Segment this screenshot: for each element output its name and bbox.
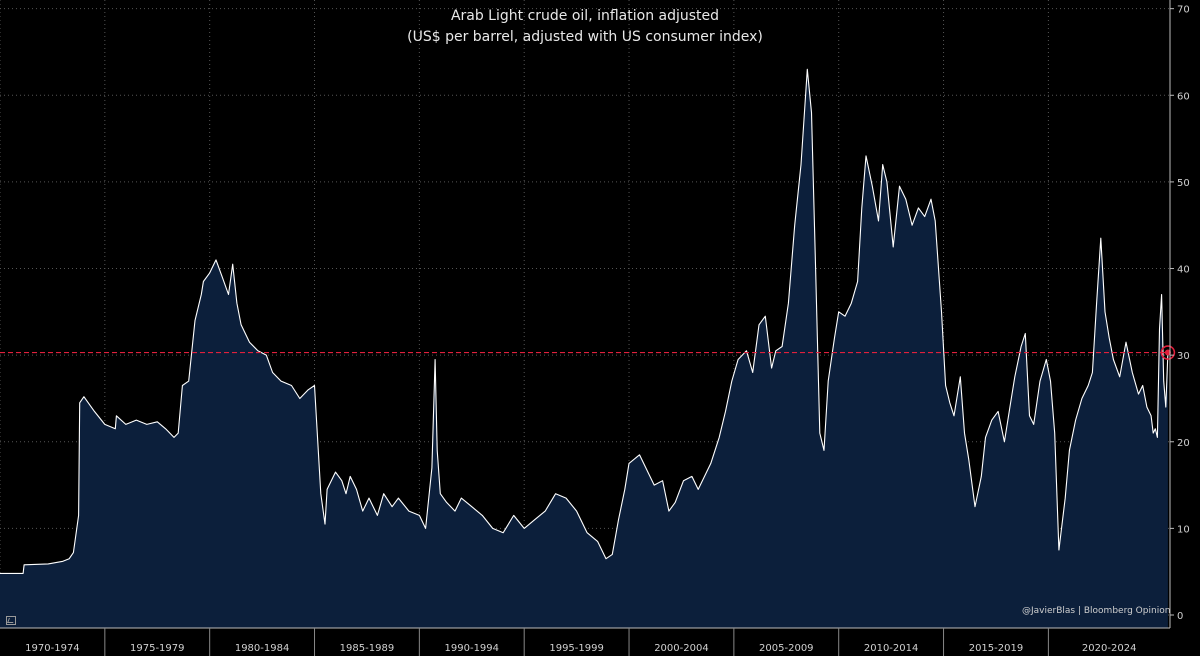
reference-line-layer <box>0 345 1176 360</box>
y-tick-label-50: 50 <box>1177 178 1190 189</box>
x-tick-label-1985-1989: 1985-1989 <box>340 643 395 654</box>
chart-subtitle: (US$ per barrel, adjusted with US consum… <box>407 29 763 45</box>
x-axis-tick-labels: 1970-1974 1975-1979 1980-1984 1985-1989 1990… <box>25 643 1136 654</box>
x-tick-label-2020-2024: 2020-2024 <box>1082 643 1137 654</box>
x-tick-label-1990-1994: 1990-1994 <box>445 643 500 654</box>
gridlines <box>0 0 1170 628</box>
price-area-fill <box>0 69 1168 629</box>
y-tick-label-40: 40 <box>1177 265 1190 276</box>
x-tick-label-2010-2014: 2010-2014 <box>864 643 919 654</box>
x-tick-label-2000-2004: 2000-2004 <box>654 643 709 654</box>
last-value-marker-ring <box>1160 345 1176 360</box>
y-tick-label-10: 10 <box>1177 524 1190 535</box>
chart-title-block: Arab Light crude oil, inflation adjusted… <box>0 6 1170 48</box>
chart-title: Arab Light crude oil, inflation adjusted <box>450 8 720 24</box>
chart-options-icon[interactable] <box>6 616 16 625</box>
x-tick-label-2005-2009: 2005-2009 <box>759 643 814 654</box>
x-tick-label-1995-1999: 1995-1999 <box>549 643 604 654</box>
y-axis-tick-labels: 0 10 20 30 40 50 60 70 <box>1177 5 1190 622</box>
price-line <box>0 68 1169 574</box>
y-tick-label-0: 0 <box>1177 611 1183 622</box>
x-tick-label-1980-1984: 1980-1984 <box>235 643 290 654</box>
last-value-marker-dot <box>1164 349 1171 356</box>
y-tick-label-20: 20 <box>1177 438 1190 449</box>
source-credit: @JavierBlas | Bloomberg Opinion <box>1022 606 1171 616</box>
x-tick-label-1970-1974: 1970-1974 <box>25 643 80 654</box>
x-tick-label-1975-1979: 1975-1979 <box>130 643 185 654</box>
axes <box>0 0 1174 656</box>
y-tick-label-70: 70 <box>1177 5 1190 16</box>
x-tick-label-2015-2019: 2015-2019 <box>969 643 1024 654</box>
price-area <box>0 68 1169 629</box>
y-tick-label-60: 60 <box>1177 91 1190 102</box>
y-tick-label-30: 30 <box>1177 351 1190 362</box>
